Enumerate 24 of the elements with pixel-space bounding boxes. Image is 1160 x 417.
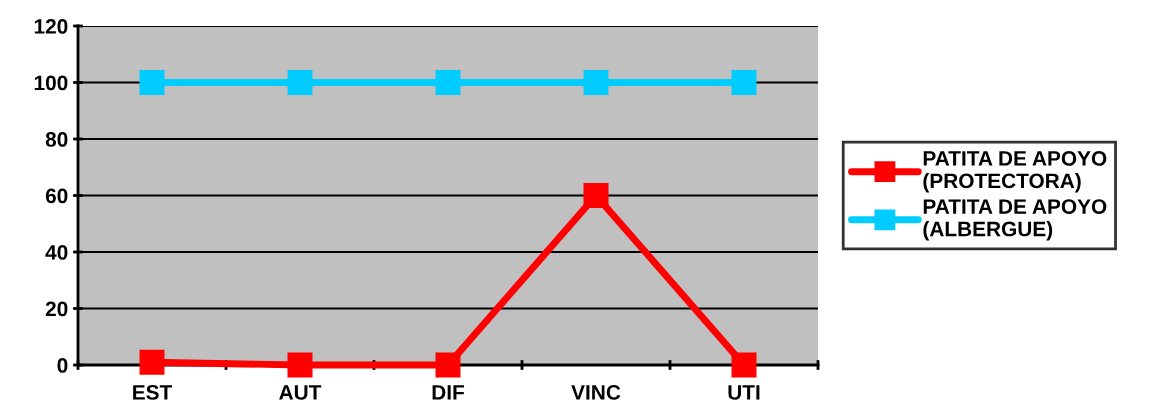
- y-tick-label: 80: [45, 132, 68, 147]
- y-tick-label: 20: [45, 301, 68, 317]
- x-tick-label: UTI: [728, 385, 760, 400]
- legend-label: PATITA DE APOYO (PROTECTORA): [923, 151, 1107, 193]
- y-tick-label: 60: [45, 188, 68, 204]
- point: [139, 69, 165, 96]
- point: [287, 352, 313, 378]
- y-tick-label: 100: [34, 75, 68, 91]
- y-tick-label: 40: [45, 245, 68, 260]
- legend-label: PATITA DE APOYO (ALBERGUE): [923, 199, 1107, 241]
- x-tick-label: AUT: [279, 385, 322, 400]
- point: [435, 69, 461, 96]
- point: [287, 69, 313, 96]
- point: [731, 69, 757, 96]
- point: [731, 352, 757, 378]
- x-tick-label: DIF: [432, 385, 465, 400]
- x-tick-label: EST: [133, 384, 173, 400]
- point: [583, 69, 609, 96]
- y-tick-label: 0: [57, 358, 68, 373]
- point: [139, 349, 165, 375]
- point: [583, 182, 609, 209]
- point: [435, 352, 461, 378]
- x-tick-label: VINC: [571, 384, 621, 400]
- y-tick-label: 120: [34, 19, 68, 34]
